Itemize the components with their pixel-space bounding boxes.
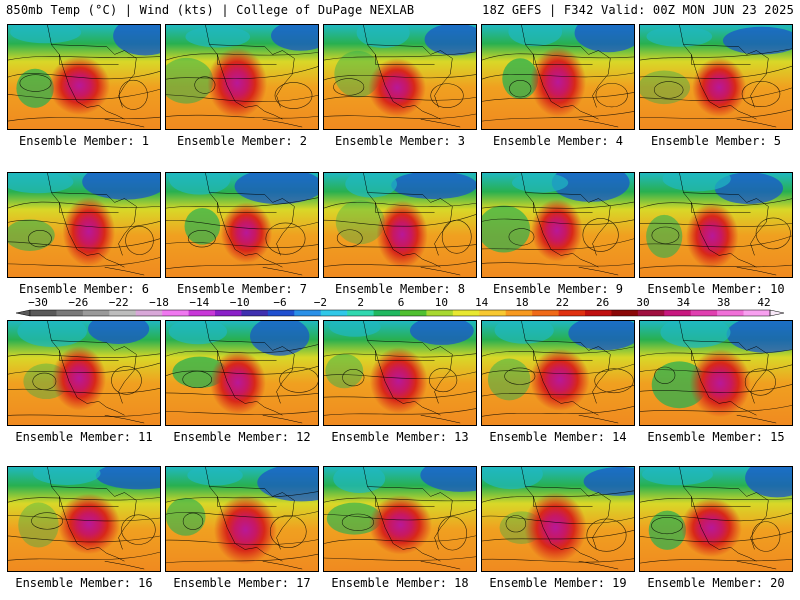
ensemble-member-label: Ensemble Member: 20 xyxy=(647,576,785,590)
map-title: 850mb Temp (°C) | Wind (kts) | College o… xyxy=(6,3,415,17)
colorbar-swatch xyxy=(294,310,322,316)
ensemble-member-map xyxy=(481,466,635,572)
colorbar-swatch xyxy=(162,310,189,316)
colorbar-swatch xyxy=(426,310,454,316)
colorbar-tick-label: 14 xyxy=(475,296,489,309)
colorbar-swatch xyxy=(188,310,216,316)
ensemble-member-map xyxy=(639,24,793,130)
ensemble-member-label: Ensemble Member: 6 xyxy=(18,282,150,296)
colorbar-tick-label: −6 xyxy=(273,296,286,309)
ensemble-member-map xyxy=(481,320,635,426)
colorbar-tick-label: 42 xyxy=(757,296,770,309)
colorbar-swatch xyxy=(558,310,586,316)
ensemble-member-map xyxy=(323,24,477,130)
colorbar-swatch xyxy=(479,310,507,316)
colorbar-swatch xyxy=(690,310,718,316)
ensemble-member-map xyxy=(481,172,635,278)
ensemble-member-map xyxy=(639,320,793,426)
colorbar-swatch xyxy=(452,310,480,316)
colorbar-swatch xyxy=(373,310,401,316)
colorbar-tick-label: 30 xyxy=(636,296,649,309)
colorbar-swatch xyxy=(664,310,692,316)
ensemble-member-label: Ensemble Member: 1 xyxy=(18,134,150,148)
colorbar-tick-label: −10 xyxy=(230,296,250,309)
colorbar-tick-label: 10 xyxy=(435,296,448,309)
ensemble-member-map xyxy=(7,466,161,572)
colorbar-tick-label: −30 xyxy=(28,296,48,309)
ensemble-member-label: Ensemble Member: 18 xyxy=(331,576,469,590)
ensemble-member-map xyxy=(639,466,793,572)
ensemble-member-label: Ensemble Member: 16 xyxy=(15,576,153,590)
colorbar-swatch xyxy=(56,310,84,316)
colorbar-tick-label: −14 xyxy=(189,296,209,309)
colorbar-swatch xyxy=(400,310,427,316)
colorbar-tick-label: 2 xyxy=(357,296,364,309)
colorbar-right-arrow xyxy=(769,309,785,317)
colorbar-swatch xyxy=(109,310,137,316)
colorbar-tick-label: −18 xyxy=(149,296,169,309)
colorbar-tick-label: 18 xyxy=(515,296,528,309)
colorbar-tick-label: 22 xyxy=(556,296,569,309)
ensemble-member-map xyxy=(7,172,161,278)
ensemble-member-label: Ensemble Member: 8 xyxy=(334,282,466,296)
ensemble-member-label: Ensemble Member: 4 xyxy=(492,134,624,148)
colorbar-swatch xyxy=(347,310,374,316)
colorbar-swatch xyxy=(743,310,771,316)
colorbar-tick-label: 34 xyxy=(677,296,691,309)
colorbar-tick-label: −22 xyxy=(109,296,129,309)
colorbar-swatch xyxy=(320,310,348,316)
colorbar-swatch xyxy=(585,310,612,316)
temperature-colorbar: −30 −26 −22 −18 −14 −10 −6 −2 2 6 10 14 18 22 26 30 34 38… xyxy=(0,294,800,320)
ensemble-member-label: Ensemble Member: 2 xyxy=(176,134,308,148)
ensemble-member-label: Ensemble Member: 19 xyxy=(489,576,627,590)
colorbar-swatch xyxy=(611,310,639,316)
ensemble-member-label: Ensemble Member: 7 xyxy=(176,282,308,296)
colorbar-swatch xyxy=(637,310,665,316)
ensemble-member-map xyxy=(165,466,319,572)
ensemble-member-map xyxy=(7,320,161,426)
ensemble-member-map xyxy=(323,466,477,572)
ensemble-member-label: Ensemble Member: 5 xyxy=(650,134,782,148)
colorbar-swatch xyxy=(505,310,533,316)
ensemble-member-label: Ensemble Member: 15 xyxy=(647,430,785,444)
colorbar-tick-label: −2 xyxy=(314,296,327,309)
colorbar-swatch xyxy=(135,310,163,316)
ensemble-member-map xyxy=(165,320,319,426)
colorbar-tick-label: 6 xyxy=(398,296,405,309)
ensemble-member-map xyxy=(165,24,319,130)
ensemble-member-map xyxy=(323,320,477,426)
ensemble-member-label: Ensemble Member: 10 xyxy=(647,282,785,296)
colorbar-swatch xyxy=(267,310,295,316)
colorbar-tick-label: −26 xyxy=(68,296,88,309)
ensemble-member-label: Ensemble Member: 14 xyxy=(489,430,627,444)
colorbar-swatch xyxy=(215,310,242,316)
ensemble-member-map xyxy=(481,24,635,130)
colorbar-tick-label: 38 xyxy=(717,296,730,309)
colorbar-swatch xyxy=(532,310,559,316)
ensemble-member-map xyxy=(639,172,793,278)
colorbar-swatch xyxy=(82,310,110,316)
ensemble-member-label: Ensemble Member: 9 xyxy=(492,282,624,296)
colorbar-left-arrow xyxy=(15,309,31,317)
ensemble-member-label: Ensemble Member: 3 xyxy=(334,134,466,148)
ensemble-member-label: Ensemble Member: 13 xyxy=(331,430,469,444)
ensemble-member-label: Ensemble Member: 17 xyxy=(173,576,311,590)
ensemble-member-label: Ensemble Member: 12 xyxy=(173,430,311,444)
colorbar-tick-label: 26 xyxy=(596,296,609,309)
colorbar-swatch xyxy=(241,310,269,316)
ensemble-member-map xyxy=(323,172,477,278)
forecast-valid-time: 18Z GEFS | F342 Valid: 00Z MON JUN 23 20… xyxy=(482,3,794,17)
ensemble-member-map xyxy=(165,172,319,278)
ensemble-member-map xyxy=(7,24,161,130)
ensemble-member-label: Ensemble Member: 11 xyxy=(15,430,153,444)
colorbar-outline xyxy=(29,309,771,317)
colorbar-swatch xyxy=(717,310,744,316)
colorbar-swatch xyxy=(30,310,57,316)
